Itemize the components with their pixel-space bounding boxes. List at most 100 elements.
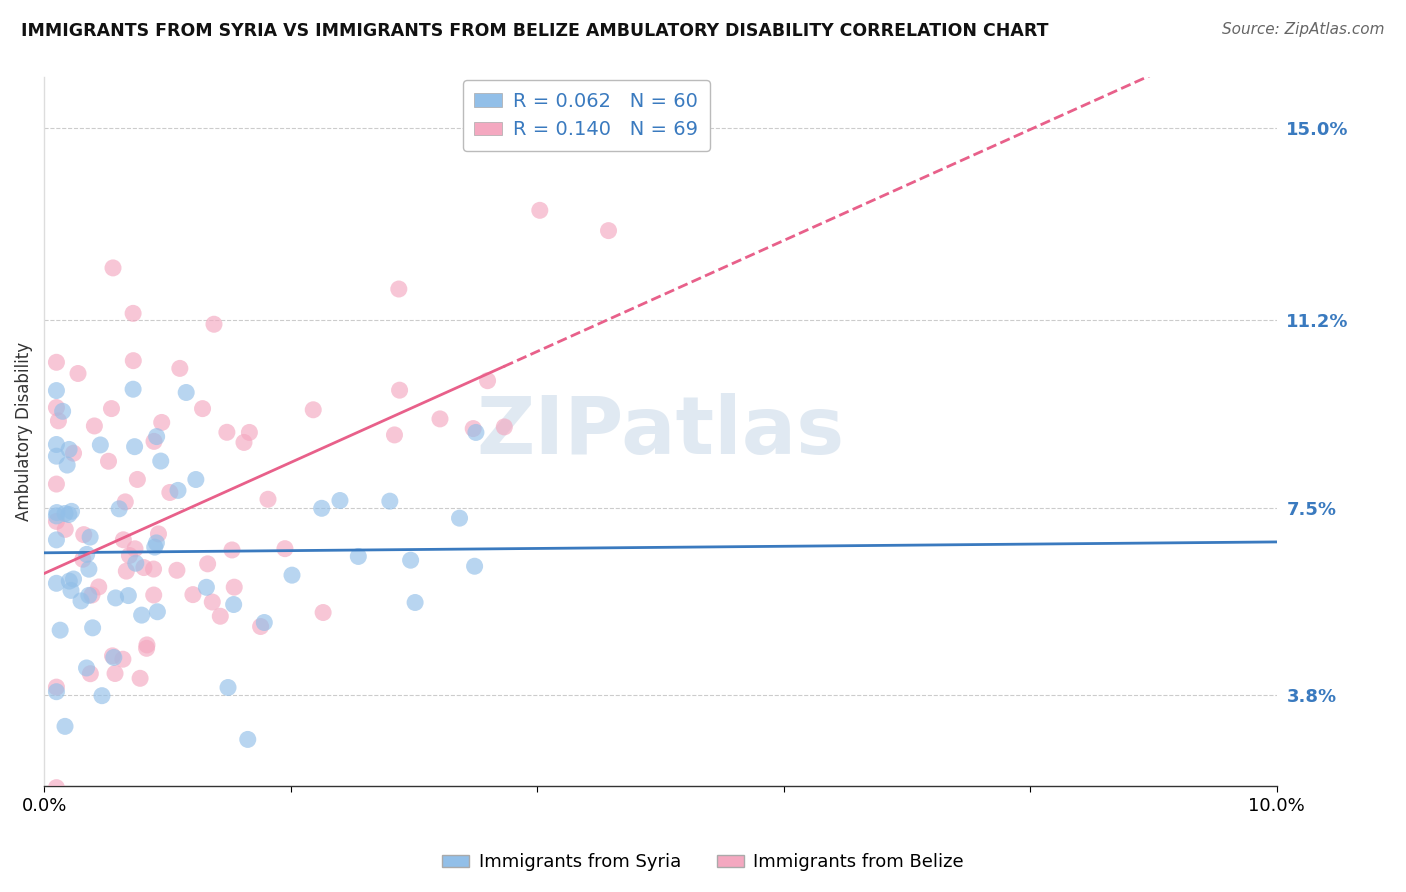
Point bbox=[53, 522, 76, 536]
Point bbox=[89, 438, 111, 452]
Point bbox=[117, 589, 139, 603]
Point bbox=[146, 605, 169, 619]
Point bbox=[45, 506, 67, 520]
Point bbox=[404, 595, 426, 609]
Point bbox=[274, 541, 297, 556]
Point bbox=[281, 568, 304, 582]
Point bbox=[79, 530, 101, 544]
Text: ZIPatlas: ZIPatlas bbox=[477, 392, 845, 471]
Point bbox=[100, 401, 122, 416]
Point bbox=[72, 552, 94, 566]
Point bbox=[45, 355, 67, 369]
Point bbox=[53, 507, 76, 521]
Point bbox=[384, 428, 406, 442]
Point bbox=[58, 442, 80, 457]
Point bbox=[201, 595, 224, 609]
Point bbox=[215, 425, 238, 440]
Point bbox=[463, 421, 485, 435]
Point bbox=[143, 540, 166, 554]
Point bbox=[221, 543, 243, 558]
Point bbox=[45, 680, 67, 694]
Point bbox=[329, 493, 352, 508]
Point bbox=[148, 527, 170, 541]
Point bbox=[83, 419, 105, 434]
Point bbox=[52, 404, 75, 418]
Point bbox=[77, 562, 100, 576]
Point bbox=[347, 549, 370, 564]
Point bbox=[131, 608, 153, 623]
Point bbox=[181, 588, 204, 602]
Point bbox=[104, 666, 127, 681]
Point bbox=[191, 401, 214, 416]
Point bbox=[249, 619, 271, 633]
Point bbox=[58, 574, 80, 588]
Point bbox=[169, 361, 191, 376]
Point bbox=[127, 472, 149, 486]
Point bbox=[62, 572, 84, 586]
Point bbox=[129, 671, 152, 685]
Point bbox=[97, 454, 120, 468]
Point bbox=[253, 615, 276, 630]
Point bbox=[125, 556, 148, 570]
Point bbox=[233, 435, 256, 450]
Point bbox=[202, 317, 225, 331]
Point bbox=[135, 641, 157, 656]
Point bbox=[184, 473, 207, 487]
Point bbox=[302, 402, 325, 417]
Point bbox=[45, 384, 67, 398]
Point bbox=[167, 483, 190, 498]
Point bbox=[124, 541, 146, 556]
Point bbox=[236, 732, 259, 747]
Point bbox=[122, 353, 145, 368]
Point bbox=[104, 591, 127, 605]
Point bbox=[464, 559, 486, 574]
Point bbox=[115, 564, 138, 578]
Point bbox=[464, 425, 486, 440]
Point bbox=[45, 515, 67, 529]
Y-axis label: Ambulatory Disability: Ambulatory Disability bbox=[15, 343, 32, 521]
Point bbox=[82, 621, 104, 635]
Point bbox=[494, 420, 516, 434]
Point bbox=[66, 367, 89, 381]
Point bbox=[197, 557, 219, 571]
Point bbox=[45, 401, 67, 415]
Point bbox=[257, 492, 280, 507]
Point bbox=[73, 527, 96, 541]
Point bbox=[150, 416, 173, 430]
Point bbox=[224, 580, 246, 594]
Point bbox=[118, 549, 141, 563]
Point bbox=[87, 580, 110, 594]
Point bbox=[388, 383, 411, 397]
Point bbox=[76, 547, 98, 561]
Point bbox=[312, 606, 335, 620]
Point bbox=[62, 446, 84, 460]
Point bbox=[48, 414, 70, 428]
Point bbox=[45, 780, 67, 795]
Point bbox=[45, 437, 67, 451]
Point bbox=[122, 306, 145, 320]
Point bbox=[159, 485, 181, 500]
Point bbox=[70, 594, 93, 608]
Point bbox=[56, 458, 79, 472]
Point bbox=[311, 501, 333, 516]
Point bbox=[45, 533, 67, 547]
Point bbox=[108, 501, 131, 516]
Point bbox=[449, 511, 471, 525]
Point bbox=[111, 652, 134, 666]
Point bbox=[53, 719, 76, 733]
Point bbox=[222, 598, 245, 612]
Point bbox=[112, 533, 135, 547]
Point bbox=[145, 429, 167, 443]
Legend: R = 0.062   N = 60, R = 0.140   N = 69: R = 0.062 N = 60, R = 0.140 N = 69 bbox=[463, 80, 710, 151]
Point bbox=[142, 588, 165, 602]
Point bbox=[101, 648, 124, 663]
Point bbox=[124, 440, 146, 454]
Point bbox=[238, 425, 260, 440]
Point bbox=[143, 434, 166, 449]
Point bbox=[399, 553, 422, 567]
Point bbox=[45, 449, 67, 463]
Point bbox=[45, 477, 67, 491]
Point bbox=[598, 224, 620, 238]
Point bbox=[114, 495, 136, 509]
Point bbox=[477, 374, 499, 388]
